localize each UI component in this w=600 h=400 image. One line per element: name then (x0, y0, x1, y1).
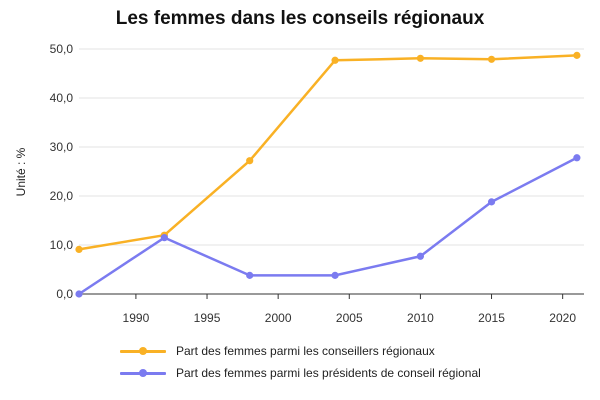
legend-swatch-conseillers (120, 345, 166, 357)
x-tick-label: 2015 (478, 311, 505, 325)
data-point (416, 54, 425, 62)
series-line-0 (78, 54, 577, 251)
series-line-1 (78, 156, 578, 296)
data-point (573, 51, 581, 59)
x-tick-label: 2010 (407, 311, 434, 325)
y-tick-label: 20,0 (50, 189, 74, 203)
data-point (75, 290, 83, 298)
legend-label-presidents: Part des femmes parmi les présidents de … (176, 366, 481, 380)
chart-title: Les femmes dans les conseils régionaux (115, 8, 485, 29)
x-tick-label: 1990 (123, 311, 150, 325)
y-tick-label: 40,0 (50, 91, 74, 105)
y-axis-label: Unité : % (14, 147, 28, 196)
legend: Part des femmes parmi les conseillers ré… (120, 340, 481, 384)
y-tick-label: 10,0 (50, 238, 74, 252)
x-tick-label: 2020 (549, 311, 576, 325)
legend-item-conseillers: Part des femmes parmi les conseillers ré… (120, 340, 481, 362)
data-point (246, 271, 254, 279)
data-point (75, 245, 83, 254)
data-point (416, 252, 425, 260)
x-tick-label: 2005 (336, 311, 363, 325)
x-axis: 1990 1995 2000 2005 2010 2015 2020 (79, 293, 584, 325)
y-tick-label: 50,0 (50, 42, 74, 56)
gridlines (79, 48, 584, 246)
x-tick-label: 2000 (265, 311, 292, 325)
data-point (487, 55, 496, 63)
legend-item-presidents: Part des femmes parmi les présidents de … (120, 362, 481, 384)
y-axis: 0,0 10,0 20,0 30,0 40,0 50,0 (50, 42, 74, 301)
data-point (331, 56, 339, 64)
legend-swatch-presidents (120, 367, 166, 379)
legend-label-conseillers: Part des femmes parmi les conseillers ré… (176, 344, 435, 358)
x-tick-label: 1995 (194, 311, 221, 325)
data-point (573, 154, 581, 162)
data-point (487, 198, 496, 206)
y-tick-label: 30,0 (50, 140, 74, 154)
data-point (160, 234, 168, 242)
series-group (75, 51, 581, 298)
y-tick-label: 0,0 (56, 287, 73, 301)
data-point (331, 271, 339, 279)
data-point (246, 157, 254, 165)
